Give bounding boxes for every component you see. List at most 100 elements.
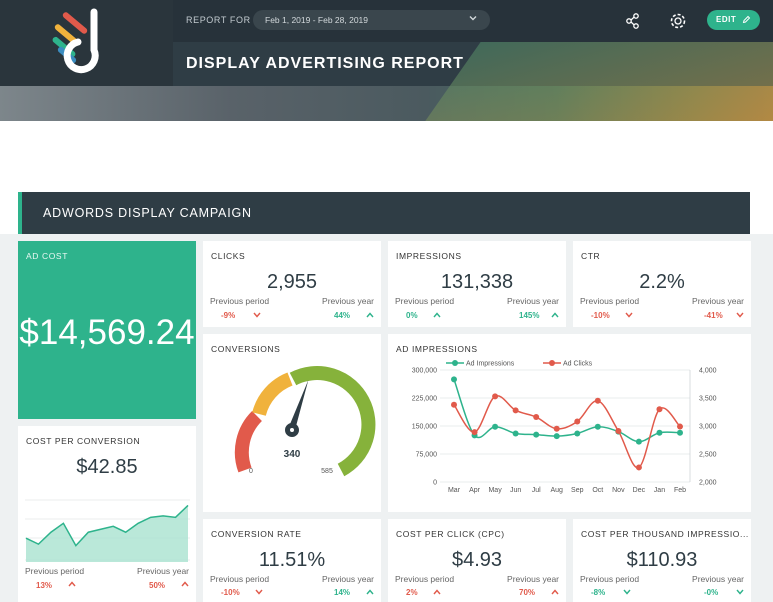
arrow-up-icon (181, 581, 189, 587)
right-tick-label: 3,000 (699, 424, 717, 431)
chart-title: AD IMPRESSIONS (396, 344, 478, 354)
prev-year-label: Previous year (692, 574, 744, 584)
gauge-segment-low (234, 411, 263, 473)
ad-cost-card[interactable]: AD COST $14,569.24 (18, 241, 196, 419)
data-point[interactable] (635, 438, 642, 445)
left-axis: 300,000 225,000 150,000 75,000 0 (412, 368, 437, 487)
date-range-select[interactable]: Feb 1, 2019 - Feb 28, 2019 (253, 10, 490, 30)
data-point[interactable] (451, 376, 457, 383)
cost-per-conversion-label: COST PER CONVERSION (26, 436, 141, 446)
x-tick-label: Oct (592, 487, 603, 494)
share-icon[interactable] (623, 11, 643, 31)
conversions-gauge: 340 0 585 (234, 366, 376, 477)
data-point[interactable] (594, 423, 601, 430)
title-bar: DISPLAY ADVERTISING REPORT (173, 42, 773, 86)
x-tick-label: Jun (510, 487, 521, 494)
data-point[interactable] (615, 428, 622, 435)
right-axis: 4,000 3,500 3,000 2,500 2,000 (699, 368, 717, 487)
conversion-rate-value: 11.51% (258, 549, 326, 571)
prev-period-label: Previous period (210, 296, 270, 306)
data-point[interactable] (492, 423, 499, 430)
arrow-down-icon (623, 589, 631, 595)
arrow-down-icon (625, 312, 633, 318)
impressions-card[interactable]: IMPRESSIONS 131,338 Previous period Prev… (388, 241, 566, 327)
x-tick-label: Dec (633, 487, 646, 494)
clicks-label: CLICKS (211, 251, 246, 261)
data-point[interactable] (471, 429, 478, 436)
top-bar: REPORT FOR Feb 1, 2019 - Feb 28, 2019 ED… (173, 0, 773, 42)
prev-year-label: Previous year (507, 296, 559, 306)
arrow-down-icon (253, 312, 261, 318)
arrow-up-icon (433, 589, 441, 595)
x-tick-label: Aug (550, 487, 563, 494)
arrow-up-icon (366, 312, 374, 318)
gauge-min-label: 0 (249, 468, 253, 475)
impressions-label: IMPRESSIONS (396, 251, 462, 261)
cost-per-conversion-card[interactable]: COST PER CONVERSION $42.85 Previous peri… (18, 426, 196, 602)
data-point[interactable] (451, 401, 457, 408)
right-tick-label: 2,000 (699, 480, 717, 487)
x-tick-label: Mar (448, 487, 461, 494)
section-header: ADWORDS DISPLAY CAMPAIGN (18, 192, 750, 234)
data-point[interactable] (656, 429, 663, 436)
prev-year-label: Previous year (137, 566, 189, 576)
edit-label: EDIT (716, 15, 737, 24)
chart-series (451, 376, 683, 471)
prev-year-label: Previous year (692, 296, 744, 306)
series-line-0 (453, 379, 681, 443)
chevron-down-icon (469, 16, 477, 21)
prev-year-label: Previous year (322, 574, 374, 584)
gauge-value: 340 (284, 449, 301, 460)
conversions-label: CONVERSIONS (211, 344, 281, 354)
report-for-label: REPORT FOR (186, 15, 251, 25)
data-point[interactable] (635, 464, 642, 471)
gauge-needle (285, 379, 309, 437)
ad-impressions-chart: Ad Impressions Ad Clicks 300,000 225,000 1… (412, 360, 717, 494)
data-point[interactable] (677, 423, 683, 430)
ad-impressions-card[interactable]: AD IMPRESSIONS Ad Impressions Ad Clicks … (388, 334, 751, 512)
data-point[interactable] (594, 397, 601, 404)
x-tick-label: Apr (469, 487, 481, 494)
prev-year-change: 70% (519, 588, 536, 597)
data-point[interactable] (553, 433, 560, 440)
gear-icon[interactable] (668, 11, 688, 31)
data-point[interactable] (553, 425, 560, 432)
section-title: ADWORDS DISPLAY CAMPAIGN (43, 206, 252, 220)
arrow-up-icon (433, 312, 441, 318)
data-point[interactable] (533, 431, 540, 438)
data-point[interactable] (574, 430, 581, 437)
conversions-card[interactable]: CONVERSIONS 340 0 585 (203, 334, 381, 512)
cpm-card[interactable]: COST PER THOUSAND IMPRESSIO... $110.93 P… (573, 519, 751, 602)
left-tick-label: 225,000 (412, 396, 437, 403)
data-point[interactable] (512, 430, 519, 437)
data-point[interactable] (492, 393, 499, 400)
left-tick-label: 150,000 (412, 424, 437, 431)
data-point[interactable] (533, 414, 540, 421)
cpm-value: $110.93 (626, 549, 698, 571)
ctr-label: CTR (581, 251, 601, 261)
left-tick-label: 75,000 (416, 452, 438, 459)
data-point[interactable] (656, 406, 663, 413)
clicks-card[interactable]: CLICKS 2,955 Previous period Previous ye… (203, 241, 381, 327)
data-point[interactable] (677, 429, 683, 436)
edit-button[interactable]: EDIT (707, 10, 760, 30)
prev-year-change: -0% (704, 588, 719, 597)
arrow-up-icon (366, 589, 374, 595)
x-tick-label: Jan (654, 487, 665, 494)
page-title: DISPLAY ADVERTISING REPORT (186, 55, 464, 72)
prev-period-change: -10% (221, 588, 240, 597)
prev-period-change: -9% (221, 311, 236, 320)
data-point[interactable] (574, 418, 581, 425)
conversion-rate-card[interactable]: CONVERSION RATE 11.51% Previous period P… (203, 519, 381, 602)
ctr-card[interactable]: CTR 2.2% Previous period Previous year -… (573, 241, 751, 327)
pencil-icon (742, 15, 751, 24)
logo-area (0, 0, 173, 86)
right-tick-label: 4,000 (699, 368, 717, 375)
gauge-max-label: 585 (321, 468, 333, 475)
cpc-card[interactable]: COST PER CLICK (CPC) $4.93 Previous peri… (388, 519, 566, 602)
x-tick-label: Sep (571, 487, 584, 494)
data-point[interactable] (512, 407, 519, 414)
x-tick-label: Nov (612, 487, 625, 494)
arrow-up-icon (68, 581, 76, 587)
prev-year-change: -41% (704, 311, 723, 320)
